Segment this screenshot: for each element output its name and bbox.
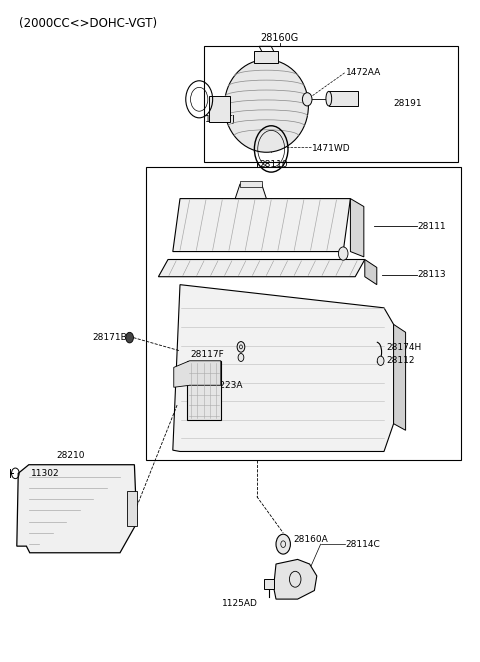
Text: 28191: 28191 [394, 99, 422, 109]
Polygon shape [235, 184, 266, 199]
Ellipse shape [326, 91, 332, 106]
Text: 28110: 28110 [259, 160, 288, 169]
Circle shape [238, 354, 244, 361]
Polygon shape [274, 559, 317, 599]
Circle shape [338, 247, 348, 260]
Circle shape [302, 93, 312, 106]
Text: 28210: 28210 [57, 451, 85, 460]
Bar [264, 579, 274, 589]
Text: 28171B: 28171B [92, 333, 127, 342]
Text: 28112: 28112 [386, 356, 415, 365]
Text: 28160G: 28160G [261, 33, 299, 43]
Bar [146, 167, 461, 460]
Text: 28117F: 28117F [191, 350, 224, 359]
Bar [240, 181, 262, 187]
Polygon shape [365, 260, 377, 285]
Circle shape [237, 342, 245, 352]
Bar [209, 96, 230, 122]
Polygon shape [17, 465, 137, 553]
Polygon shape [158, 260, 365, 277]
Text: (2000CC<>DOHC-VGT): (2000CC<>DOHC-VGT) [19, 17, 157, 30]
Text: 28114C: 28114C [346, 540, 380, 549]
Bar [254, 51, 278, 63]
Polygon shape [127, 491, 137, 526]
Polygon shape [173, 199, 350, 252]
Polygon shape [394, 324, 406, 430]
Ellipse shape [225, 60, 309, 152]
Polygon shape [187, 361, 221, 420]
Text: 11302: 11302 [31, 469, 60, 478]
Polygon shape [173, 285, 394, 451]
Circle shape [377, 356, 384, 365]
Bar [329, 91, 358, 106]
Text: 1471WD: 1471WD [312, 144, 350, 154]
Text: 1471TJ: 1471TJ [205, 115, 236, 124]
Text: 28160A: 28160A [294, 535, 328, 544]
Text: 28111: 28111 [418, 222, 446, 231]
Bar [204, 46, 458, 162]
Text: 28223A: 28223A [209, 381, 243, 390]
Text: 28174H: 28174H [386, 343, 421, 352]
Circle shape [276, 534, 290, 554]
Text: 28113: 28113 [418, 270, 446, 279]
Text: 1125AD: 1125AD [222, 599, 258, 608]
Polygon shape [174, 361, 221, 387]
Polygon shape [350, 199, 364, 257]
Circle shape [126, 332, 133, 343]
Text: 1472AA: 1472AA [346, 68, 381, 77]
